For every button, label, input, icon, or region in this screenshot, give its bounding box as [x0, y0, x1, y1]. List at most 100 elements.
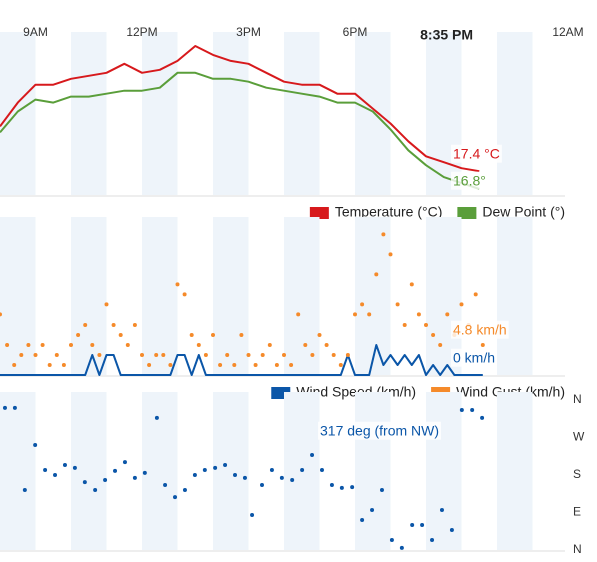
- hour-band: [355, 32, 391, 195]
- series-line: [0, 71, 480, 190]
- legend-label: Dew Point (°): [482, 204, 565, 220]
- data-point: [147, 363, 152, 367]
- data-point: [93, 488, 98, 492]
- end-label: 16.8°: [453, 173, 486, 189]
- data-point: [459, 408, 464, 412]
- hour-band: [426, 32, 462, 195]
- data-point: [69, 343, 73, 347]
- data-point: [40, 343, 45, 347]
- legend-swatch: [309, 207, 329, 219]
- data-point: [223, 463, 228, 467]
- data-point: [97, 353, 102, 357]
- hour-band: [0, 217, 36, 375]
- data-point: [389, 538, 394, 542]
- hour-band: [71, 32, 107, 195]
- data-point: [267, 343, 272, 347]
- data-point: [54, 353, 59, 357]
- legend-label: Temperature (°C): [335, 204, 443, 220]
- data-point: [331, 353, 336, 357]
- data-point: [338, 363, 343, 367]
- data-point: [12, 405, 17, 410]
- data-point: [26, 343, 31, 347]
- hour-band: [71, 217, 107, 375]
- data-point: [438, 343, 443, 347]
- hour-band: [355, 217, 391, 375]
- data-point: [449, 528, 454, 532]
- data-point: [416, 312, 421, 317]
- data-point: [388, 252, 393, 257]
- data-point: [140, 353, 144, 357]
- data-point: [132, 323, 137, 327]
- series-line: [0, 45, 480, 173]
- data-point: [61, 363, 66, 367]
- data-point: [420, 523, 425, 527]
- y-tick-label: N: [573, 542, 582, 556]
- data-point: [360, 518, 365, 522]
- data-point: [367, 312, 372, 317]
- data-point: [213, 465, 218, 470]
- data-point: [445, 312, 450, 317]
- data-point: [111, 323, 116, 327]
- data-point: [324, 343, 329, 347]
- data-point: [125, 343, 130, 347]
- data-point: [232, 363, 237, 367]
- hour-band: [426, 217, 462, 375]
- data-point: [168, 363, 173, 367]
- hour-band: [0, 392, 36, 550]
- data-point: [353, 312, 357, 317]
- data-point: [218, 363, 223, 367]
- hour-band: [142, 32, 178, 195]
- data-point: [317, 333, 322, 337]
- data-point: [410, 523, 415, 527]
- x-tick-label: 12PM: [126, 25, 157, 39]
- data-point: [0, 312, 2, 317]
- hour-band: [355, 392, 391, 550]
- data-point: [72, 465, 77, 470]
- data-point: [211, 333, 215, 337]
- data-point: [90, 343, 95, 347]
- data-point: [253, 363, 258, 367]
- data-point: [402, 323, 407, 327]
- hour-band: [426, 392, 462, 550]
- x-tick-label: 9AM: [23, 25, 48, 39]
- data-point: [282, 353, 286, 357]
- data-point: [431, 333, 436, 337]
- data-point: [113, 468, 118, 473]
- hour-band: [284, 217, 320, 375]
- data-point: [374, 272, 379, 277]
- data-point: [470, 408, 475, 412]
- data-point: [345, 353, 350, 357]
- data-point: [132, 475, 137, 480]
- data-point: [424, 323, 428, 327]
- hour-band: [71, 392, 107, 550]
- data-point: [274, 363, 279, 367]
- data-point: [430, 538, 435, 542]
- data-point: [290, 478, 295, 482]
- hour-band: [213, 32, 249, 195]
- data-point: [473, 292, 478, 297]
- data-point: [329, 483, 334, 487]
- data-point: [43, 468, 48, 472]
- data-point: [310, 353, 315, 357]
- data-point: [360, 302, 365, 307]
- data-point: [260, 353, 265, 357]
- data-point: [339, 485, 344, 490]
- data-point: [173, 495, 178, 500]
- x-tick-label: 12AM: [552, 25, 583, 39]
- data-point: [189, 333, 194, 337]
- hour-band: [284, 32, 320, 195]
- end-label: 317 deg (from NW): [320, 423, 439, 439]
- legend-label: Wind Gust (km/h): [456, 384, 565, 400]
- now-label: 8:35 PM: [420, 27, 473, 43]
- data-point: [395, 302, 400, 307]
- end-label-bg: [318, 421, 442, 440]
- data-point: [259, 483, 264, 487]
- data-point: [370, 508, 375, 512]
- end-label: 17.4 °C: [453, 146, 500, 162]
- data-point: [163, 483, 168, 487]
- data-point: [480, 415, 485, 420]
- y-tick-label: E: [573, 505, 581, 519]
- data-point: [83, 323, 88, 327]
- data-point: [439, 508, 444, 512]
